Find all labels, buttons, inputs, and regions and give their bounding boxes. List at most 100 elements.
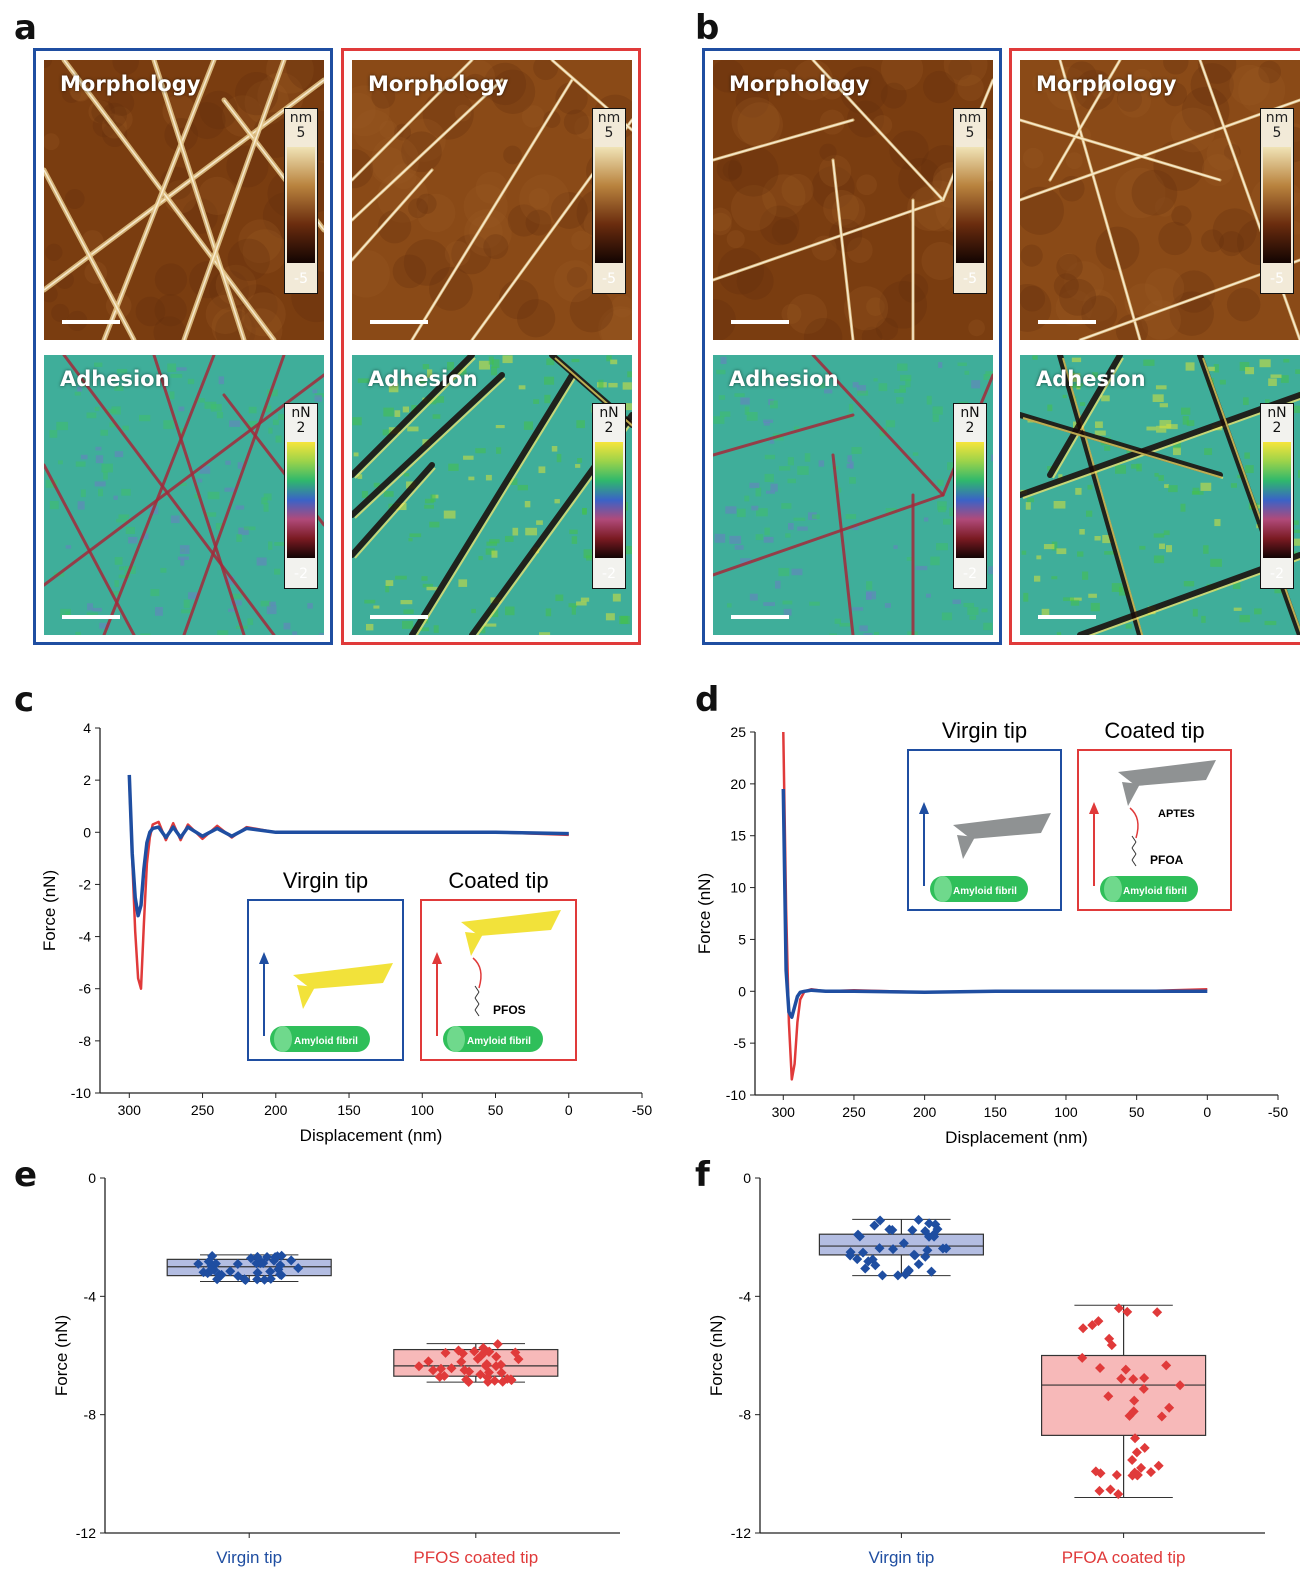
colorbar-bot-label: -2	[294, 566, 308, 582]
data-point	[877, 1270, 888, 1281]
data-point	[482, 1372, 493, 1383]
data-point	[875, 1215, 886, 1226]
morphology-label: Morphology	[729, 72, 870, 96]
category-label: PFOA coated tip	[1062, 1548, 1186, 1567]
data-point	[1095, 1362, 1106, 1373]
data-point	[440, 1347, 451, 1358]
adhesion-colorbar: nN 2 -2	[284, 403, 318, 589]
series-line	[781, 788, 1208, 1019]
afm-map	[352, 355, 632, 635]
data-point	[924, 1218, 935, 1229]
data-point	[1124, 1410, 1135, 1421]
data-point	[286, 1255, 297, 1266]
x-axis-label: Displacement (nm)	[945, 1128, 1088, 1147]
frame-b-virgin	[702, 48, 1002, 645]
colorbar-bot-label: -2	[1270, 566, 1284, 582]
virgin-tip-title: Virgin tip	[942, 718, 1027, 743]
chain-icon	[1131, 841, 1137, 849]
data-point	[888, 1244, 899, 1255]
data-point	[860, 1263, 871, 1274]
colorbar-top-label: 2	[604, 420, 614, 436]
data-point	[457, 1348, 468, 1359]
data-point	[469, 1346, 480, 1357]
data-point	[907, 1225, 918, 1236]
scale-bar	[731, 320, 789, 324]
colorbar-gradient	[595, 442, 623, 558]
morphology-image: Morphology nm 5 -5	[713, 60, 993, 340]
data-point	[913, 1259, 924, 1270]
cantilever-icon	[953, 813, 1051, 839]
y-tick-label: 0	[738, 983, 746, 999]
fibril-label: Amyloid fibril	[1123, 886, 1187, 897]
chain-icon	[474, 985, 480, 993]
y-tick-label: -4	[84, 1288, 97, 1304]
chain-icon	[474, 997, 480, 1005]
y-tick-label: -2	[79, 876, 92, 892]
tip-apex-icon	[465, 932, 483, 956]
fibril-label: Amyloid fibril	[953, 886, 1017, 897]
amyloid-fibril-icon	[443, 1026, 543, 1052]
morphology-label: Morphology	[1036, 72, 1177, 96]
adhesion-image: Adhesion nN 2 -2	[713, 355, 993, 635]
force-curve-chart-c: 4 2 0 -2 -4 -6 -8 -10 300 250 200 150 100 50 0 -50 Displ…	[40, 720, 652, 1145]
data-point	[205, 1264, 216, 1275]
afm-map	[1020, 60, 1300, 340]
data-point	[510, 1347, 521, 1358]
colorbar-top-label: 5	[296, 125, 306, 141]
x-tick-label: 0	[565, 1102, 573, 1118]
data-point	[852, 1254, 863, 1265]
data-point	[496, 1367, 507, 1378]
data-point	[1122, 1306, 1133, 1317]
fibril-end-icon	[274, 1026, 292, 1052]
fibril-end-icon	[1104, 876, 1122, 902]
data-point	[1131, 1447, 1142, 1458]
y-tick-label: 2	[83, 772, 91, 788]
data-point	[435, 1363, 446, 1374]
data-point	[1128, 1406, 1139, 1417]
y-tick-label: -4	[79, 929, 92, 945]
y-axis-label: Force (nN)	[52, 1315, 71, 1396]
panel-letter-b: b	[695, 8, 720, 48]
cantilever-icon	[461, 910, 561, 936]
x-tick-label: 250	[842, 1104, 866, 1120]
data-point	[1175, 1380, 1186, 1391]
data-point	[909, 1250, 920, 1261]
data-point	[472, 1353, 483, 1364]
colorbar-gradient	[1263, 147, 1291, 263]
colorbar-unit-label: nN	[960, 405, 980, 421]
afm-map	[44, 60, 324, 340]
y-tick-label: -10	[71, 1085, 91, 1101]
data-point	[874, 1243, 885, 1254]
colorbar-top-label: 5	[604, 125, 614, 141]
data-point	[413, 1361, 424, 1372]
colorbar-unit-label: nm	[958, 110, 982, 126]
data-point	[193, 1258, 204, 1269]
data-point	[1120, 1364, 1131, 1375]
y-tick-label: 20	[730, 776, 746, 792]
x-tick-label: -50	[632, 1102, 652, 1118]
colorbar-unit-label: nm	[597, 110, 621, 126]
coated-tip-title: Coated tip	[448, 868, 548, 893]
data-point	[275, 1260, 286, 1271]
y-tick-label: -6	[79, 981, 92, 997]
data-point	[483, 1367, 494, 1378]
data-point	[258, 1258, 269, 1269]
afm-map	[1020, 355, 1300, 635]
frame-a-coated	[341, 48, 641, 645]
colorbar-unit-label: nN	[599, 405, 619, 421]
colorbar-gradient	[287, 442, 315, 558]
data-point	[239, 1274, 250, 1285]
x-tick-label: 300	[118, 1102, 142, 1118]
afm-map	[713, 355, 993, 635]
fibril-label: Amyloid fibril	[294, 1036, 358, 1047]
x-tick-label: 100	[411, 1102, 435, 1118]
adhesion-label: Adhesion	[1036, 367, 1146, 391]
data-point	[461, 1374, 472, 1385]
data-point	[1130, 1433, 1141, 1444]
y-tick-label: -4	[739, 1288, 752, 1304]
chain-icon	[1131, 859, 1137, 867]
y-tick-label: -5	[734, 1035, 747, 1051]
panel-letter-d: d	[695, 680, 720, 720]
y-tick-label: -8	[84, 1407, 97, 1423]
